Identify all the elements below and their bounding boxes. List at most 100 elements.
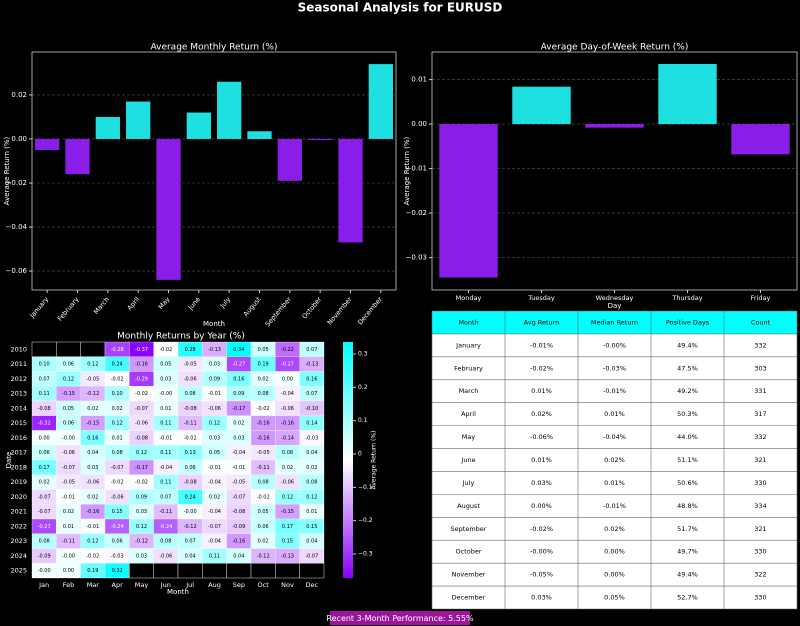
x-tick-label: November xyxy=(326,295,354,326)
col-label: Sep xyxy=(233,581,245,589)
table-cell: June xyxy=(460,456,475,464)
table-cell: 321 xyxy=(754,525,766,533)
cell-label: -0.02 xyxy=(111,376,124,382)
table-cell: 50.6% xyxy=(677,479,698,487)
cell-label: -0.06 xyxy=(135,421,148,427)
cell-label: -0.04 xyxy=(208,480,221,486)
chart-title: Average Day-of-Week Return (%) xyxy=(541,43,689,53)
table-cell: October xyxy=(455,548,481,556)
cell-label: 0.24 xyxy=(185,494,196,500)
cell-label: -0.22 xyxy=(281,347,294,353)
empty-cell xyxy=(129,563,154,579)
table-cell: 0.01% xyxy=(531,456,552,464)
cell-label: 0.12 xyxy=(112,421,123,427)
empty-cell xyxy=(80,341,106,357)
cell-label: -0.05 xyxy=(86,376,99,382)
col-label: Dec xyxy=(306,581,319,589)
table-header-cell: Median Return xyxy=(591,318,638,326)
cell-label: -0.12 xyxy=(184,524,197,530)
cell-label: -0.07 xyxy=(38,509,51,515)
cell-label: 0.28 xyxy=(185,347,196,353)
cell-label: -0.16 xyxy=(86,509,99,515)
table-cell: December xyxy=(452,594,486,602)
cell-label: -0.15 xyxy=(281,509,294,515)
x-tick-label: October xyxy=(300,295,323,320)
table-cell: April xyxy=(461,410,476,418)
colorbar xyxy=(343,342,353,578)
bar xyxy=(308,138,333,141)
cell-label: 0.09 xyxy=(136,494,147,500)
table-cell: 334 xyxy=(754,502,766,510)
cell-label: -0.08 xyxy=(184,406,197,412)
cell-label: 0.02 xyxy=(87,494,98,500)
cell-label: -0.02 xyxy=(159,347,172,353)
cell-label: -0.04 xyxy=(208,509,221,515)
table-cell: February xyxy=(454,364,483,372)
x-tick-label: February xyxy=(56,295,81,322)
table-header-cell: Month xyxy=(458,318,478,326)
bar xyxy=(338,138,363,243)
table-cell: 330 xyxy=(754,594,766,602)
col-label: Apr xyxy=(112,581,124,589)
cell-label: -0.17 xyxy=(135,465,148,471)
cell-label: -0.01 xyxy=(62,494,75,500)
table-cell: 0.02% xyxy=(604,525,625,533)
cell-label: -0.06 xyxy=(281,480,294,486)
y-tick-label: −0.06 xyxy=(6,267,28,275)
bar xyxy=(65,138,90,175)
table-cell: 0.00% xyxy=(604,548,625,556)
cell-label: -0.13 xyxy=(281,553,294,559)
y-tick-label: −0.03 xyxy=(406,254,427,262)
table-cell: -0.05% xyxy=(530,571,553,579)
cell-label: 0.11 xyxy=(39,391,50,397)
table-cell: 332 xyxy=(754,341,766,349)
row-label: 2023 xyxy=(10,537,27,545)
table-cell: 0.03% xyxy=(531,479,552,487)
x-axis-label: Month xyxy=(167,588,189,596)
empty-cell xyxy=(31,341,57,357)
cell-label: -0.32 xyxy=(38,421,51,427)
colorbar-tick-label: 0 xyxy=(358,451,362,458)
cell-label: -0.09 xyxy=(232,524,245,530)
x-tick-label: Wednesday xyxy=(596,294,634,302)
cell-label: 0.01 xyxy=(306,509,317,515)
cell-label: -0.04 xyxy=(159,465,172,471)
row-label: 2020 xyxy=(10,493,27,501)
cell-label: 0.01 xyxy=(112,435,123,441)
empty-cell xyxy=(250,563,276,579)
row-label: 2013 xyxy=(10,390,27,398)
colorbar-tick-label: −0.2 xyxy=(358,517,373,524)
cell-label: 0.05 xyxy=(258,509,269,515)
cell-label: 0.08 xyxy=(112,450,123,456)
y-tick-label: 0.02 xyxy=(11,91,27,99)
table-cell: -0.01% xyxy=(603,502,626,510)
x-tick-label: December xyxy=(356,295,384,326)
cell-label: -0.06 xyxy=(86,480,99,486)
cell-label: 0.05 xyxy=(63,406,74,412)
cell-label: 0.06 xyxy=(63,421,74,427)
cell-label: -0.05 xyxy=(184,362,197,368)
plot-frame xyxy=(431,51,798,291)
cell-label: 0.08 xyxy=(258,480,269,486)
col-label: Jan xyxy=(38,581,49,589)
bar xyxy=(35,138,60,150)
y-tick-label: 0.00 xyxy=(411,120,427,128)
cell-label: -0.10 xyxy=(305,406,318,412)
empty-cell xyxy=(56,341,81,357)
cell-label: -0.27 xyxy=(38,524,51,530)
cell-label: -0.06 xyxy=(159,553,172,559)
cell-label: 0.12 xyxy=(87,539,98,545)
table-cell: 0.05% xyxy=(604,594,625,602)
cell-label: 0.06 xyxy=(258,524,269,530)
bar xyxy=(731,124,790,155)
cell-label: -0.02 xyxy=(111,480,124,486)
cell-label: -0.16 xyxy=(135,362,148,368)
cell-label: -0.00 xyxy=(159,391,172,397)
footer: Recent 3-Month Performance: 5.55% xyxy=(326,614,474,623)
cell-label: -0.27 xyxy=(281,362,294,368)
col-label: Oct xyxy=(258,581,270,589)
x-tick-label: September xyxy=(264,295,293,328)
cell-label: 0.15 xyxy=(282,539,293,545)
cell-label: -0.02 xyxy=(135,391,148,397)
cell-label: -0.02 xyxy=(257,406,270,412)
